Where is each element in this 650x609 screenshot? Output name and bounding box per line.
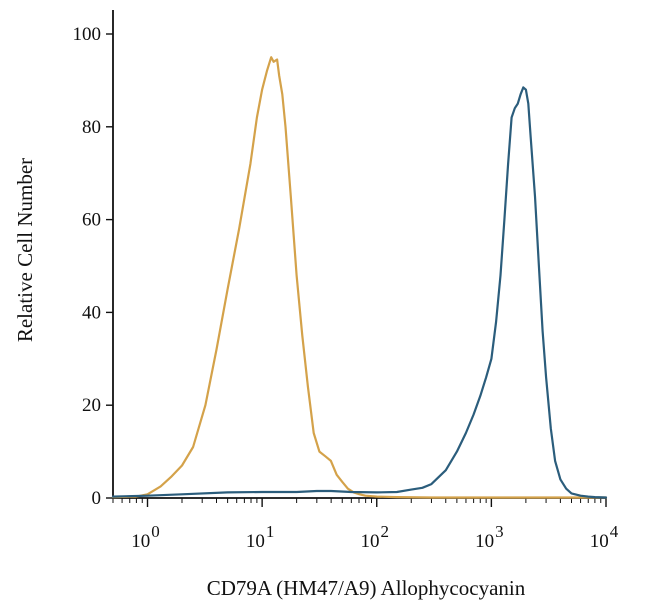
histogram-series-1: [111, 56, 608, 499]
y-axis-title: Relative Cell Number: [13, 158, 37, 342]
y-tick-label: 100: [73, 24, 102, 45]
axes: [112, 10, 606, 499]
x-tick-label: 102: [361, 522, 390, 552]
y-tick-label: 80: [82, 117, 101, 138]
histogram-series-2: [111, 86, 608, 499]
x-tick-label: 100: [131, 522, 160, 552]
series-layer: [111, 56, 608, 499]
y-tick-label: 20: [82, 395, 101, 416]
x-ticks: 100 101 102 103 104: [112, 498, 619, 552]
y-tick-label: 0: [92, 488, 102, 509]
y-ticks: 0 20 40 60 80 100: [73, 24, 113, 509]
x-tick-label: 101: [246, 522, 275, 552]
y-tick-label: 40: [82, 302, 101, 323]
x-tick-label: 104: [590, 522, 619, 552]
x-tick-label: 103: [475, 522, 504, 552]
y-tick-label: 60: [82, 210, 101, 231]
x-axis-title: CD79A (HM47/A9) Allophycocyanin: [207, 576, 526, 600]
